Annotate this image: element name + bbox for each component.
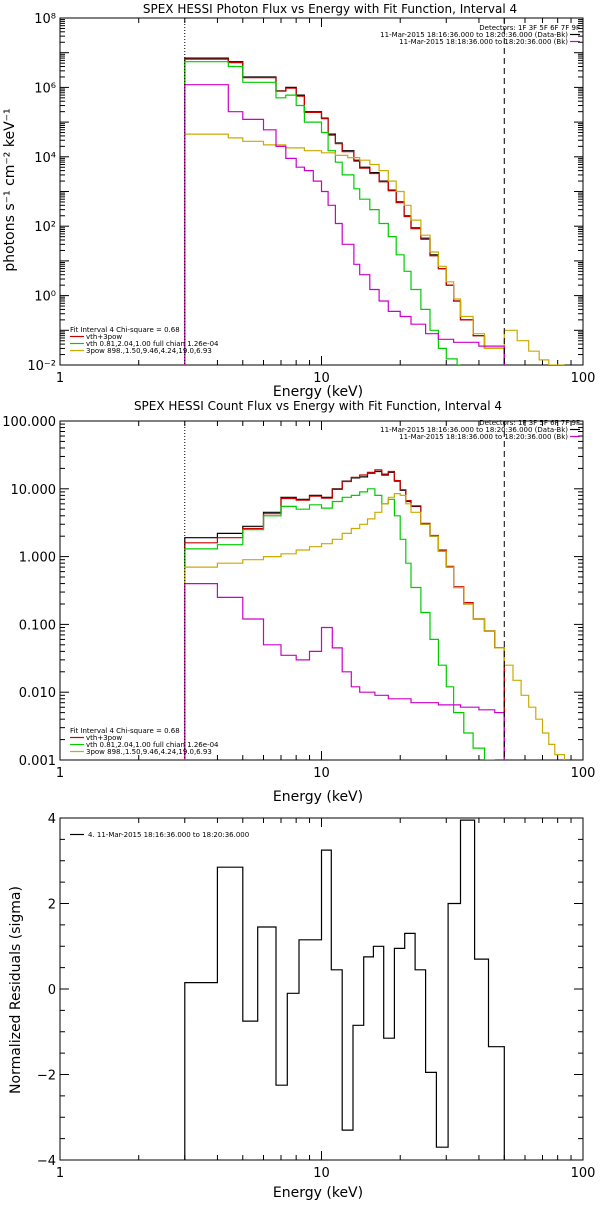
legend-bottom: Fit Interval 4 Chi-square = 0.68 vth+3po… bbox=[70, 727, 219, 756]
y-tick-label: 10.000 bbox=[11, 483, 57, 498]
series-line bbox=[184, 493, 566, 760]
y-tick-label: 4 bbox=[48, 812, 56, 827]
plot-area: 1 10 100 10⁻² 10⁰ 10² 10⁴ 10⁶ 10⁸ bbox=[27, 12, 595, 386]
legend-fit-interval: Fit Interval 4 Chi-square = 0.68 bbox=[70, 727, 180, 735]
y-tick-label: 100.000 bbox=[2, 415, 56, 430]
y-tick-label: 0.100 bbox=[19, 618, 56, 633]
series-line bbox=[184, 470, 505, 760]
legend-data-bk: 11-Mar-2015 18:16:36.000 to 18:20:36.000… bbox=[380, 426, 568, 434]
x-tick-label: 1 bbox=[56, 766, 64, 781]
legend-bk: 11-Mar-2015 18:18:36.000 to 18:20:36.000… bbox=[399, 433, 568, 441]
legend-interval: 4. 11-Mar-2015 18:16:36.000 to 18:20:36.… bbox=[88, 831, 249, 839]
series-group bbox=[184, 57, 565, 365]
y-tick-label: 1.000 bbox=[19, 551, 56, 566]
y-tick-label: 10⁸ bbox=[34, 12, 56, 27]
x-tick-label: 10 bbox=[313, 371, 330, 386]
legend-detectors: Detectors: 1F 3F 5F 6F 7F 9F bbox=[479, 419, 580, 427]
series-group bbox=[184, 469, 566, 760]
legend-vth-3pow: vth+3pow bbox=[86, 333, 122, 341]
y-tick-label: 0.001 bbox=[19, 754, 56, 769]
y-axis-label: photons s⁻¹ cm⁻² keV⁻¹ bbox=[2, 108, 18, 271]
chart-title: SPEX HESSI Photon Flux vs Energy with Fi… bbox=[143, 2, 517, 16]
series-line bbox=[184, 583, 505, 760]
plot-area: 1 10 100 −4 −2 0 2 4 bbox=[37, 812, 596, 1181]
x-axis-label: Energy (keV) bbox=[273, 384, 363, 400]
y-tick-label: 0.010 bbox=[19, 686, 56, 701]
y-tick-label: 10⁶ bbox=[34, 81, 56, 96]
x-tick-label: 1 bbox=[56, 1166, 64, 1181]
y-tick-label: 10⁰ bbox=[34, 290, 56, 305]
series-group bbox=[184, 819, 505, 1160]
series-line bbox=[184, 133, 565, 365]
photon-flux-panel: SPEX HESSI Photon Flux vs Energy with Fi… bbox=[2, 2, 595, 400]
legend-3pow: 3pow 898.,1.50,9.46,4.24,19.0,6.93 bbox=[86, 347, 212, 355]
chart-title: SPEX HESSI Count Flux vs Energy with Fit… bbox=[134, 399, 502, 413]
series-line bbox=[184, 488, 495, 760]
legend-top: Detectors: 1F 3F 5F 6F 7F 9F 11-Mar-2015… bbox=[380, 419, 580, 441]
series-line bbox=[184, 819, 505, 1160]
x-tick-label: 10 bbox=[313, 1166, 330, 1181]
series-line bbox=[184, 61, 461, 365]
y-tick-label: −4 bbox=[37, 1154, 56, 1169]
legend-bottom: Fit Interval 4 Chi-square = 0.68 vth+3po… bbox=[70, 326, 219, 355]
y-tick-label: −2 bbox=[37, 1069, 56, 1084]
legend-data-bk: 11-Mar-2015 18:16:36.000 to 18:20:36.000… bbox=[380, 31, 568, 39]
count-flux-panel: SPEX HESSI Count Flux vs Energy with Fit… bbox=[2, 399, 595, 805]
x-axis-label: Energy (keV) bbox=[273, 1185, 363, 1200]
y-tick-label: 0 bbox=[48, 983, 56, 998]
series-line bbox=[184, 84, 505, 365]
legend-vth: vth 0.81,2.04,1.00 full chian 1.26e-04 bbox=[86, 340, 219, 348]
residuals-panel: Energy (keV) Normalized Residuals (sigma… bbox=[8, 812, 596, 1201]
legend-top: Detectors: 1F 3F 5F 6F 7F 9F 11-Mar-2015… bbox=[380, 24, 580, 46]
plot-area: 1 10 100 0.001 0.010 0.100 1.000 10.000 100.000 bbox=[2, 415, 595, 781]
legend-3pow: 3pow 898.,1.50,9.46,4.24,19.0,6.93 bbox=[86, 748, 212, 756]
series-line bbox=[184, 57, 505, 365]
legend-vth-3pow: vth+3pow bbox=[86, 734, 122, 742]
x-tick-label: 100 bbox=[571, 766, 596, 781]
x-axis-label: Energy (keV) bbox=[273, 789, 363, 805]
y-tick-label: 2 bbox=[48, 898, 56, 913]
legend-top: 4. 11-Mar-2015 18:16:36.000 to 18:20:36.… bbox=[88, 831, 249, 839]
legend-vth: vth 0.81,2.04,1.00 full chian 1.26e-04 bbox=[86, 741, 219, 749]
x-tick-label: 100 bbox=[571, 1166, 596, 1181]
y-tick-label: 10⁴ bbox=[34, 151, 56, 166]
legend-fit-interval: Fit Interval 4 Chi-square = 0.68 bbox=[70, 326, 180, 334]
legend-detectors: Detectors: 1F 3F 5F 6F 7F 9F bbox=[479, 24, 580, 32]
legend-bk: 11-Mar-2015 18:18:36.000 to 18:20:36.000… bbox=[399, 38, 568, 46]
x-tick-label: 10 bbox=[313, 766, 330, 781]
x-tick-label: 1 bbox=[56, 371, 64, 386]
series-line bbox=[184, 58, 505, 365]
y-axis-label: Normalized Residuals (sigma) bbox=[8, 886, 24, 1094]
y-tick-label: 10⁻² bbox=[27, 359, 56, 374]
series-line bbox=[184, 469, 505, 760]
y-tick-label: 10² bbox=[34, 220, 56, 235]
x-tick-label: 100 bbox=[571, 371, 596, 386]
